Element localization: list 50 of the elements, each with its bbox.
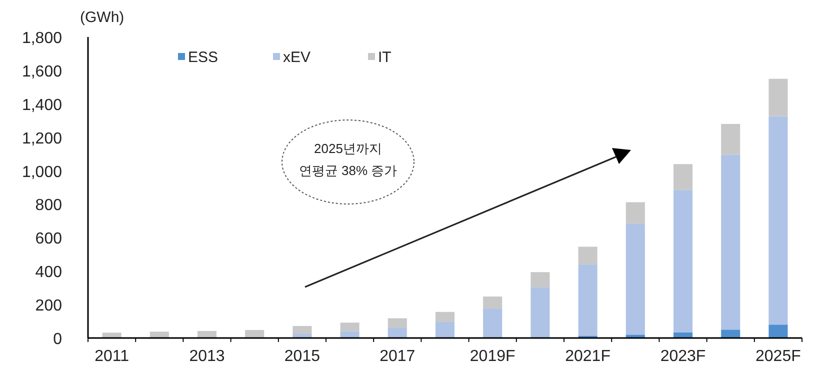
x-tick-label: 2023F — [660, 348, 706, 365]
bar — [673, 164, 693, 190]
y-tick-label: 0 — [53, 331, 62, 348]
bar — [245, 330, 264, 338]
bar — [721, 124, 740, 155]
bar — [102, 332, 122, 338]
x-tick-label: 2019F — [470, 348, 516, 365]
x-tick-label: 2013 — [189, 348, 225, 365]
bar — [578, 246, 598, 264]
y-tick-label: 400 — [35, 264, 62, 282]
x-tick-label: 2017 — [380, 348, 416, 365]
bar — [768, 116, 788, 325]
bar — [530, 272, 550, 288]
bar — [626, 224, 645, 335]
bar — [530, 287, 550, 338]
annotation: 2025년까지 연평균 38% 증가 — [298, 141, 398, 178]
bar — [150, 332, 169, 338]
bar — [388, 318, 407, 328]
bar — [483, 308, 502, 338]
y-axis-title: (GWh) — [80, 9, 124, 26]
y-tick-label: 1,400 — [22, 96, 62, 114]
legend-label: IT — [378, 49, 392, 66]
bar — [435, 312, 455, 322]
bar — [626, 202, 645, 224]
bar — [435, 322, 455, 338]
x-tick-label: 2015 — [284, 348, 320, 365]
y-tick-label: 1,200 — [22, 130, 62, 148]
bar — [673, 190, 693, 332]
y-tick-label: 800 — [35, 197, 62, 214]
bar — [340, 331, 360, 338]
y-tick-label: 200 — [35, 298, 62, 315]
x-tick-label: 2025F — [756, 348, 802, 365]
y-tick-label: 1,000 — [22, 164, 62, 181]
legend-label: xEV — [283, 49, 311, 66]
bar — [483, 296, 502, 309]
bar — [578, 264, 598, 336]
bar — [340, 322, 360, 332]
legend-label: ESS — [188, 49, 218, 66]
y-tick-label: 1,800 — [22, 30, 62, 47]
bar — [721, 154, 740, 330]
bar — [388, 328, 407, 338]
bar — [292, 326, 312, 334]
x-tick-label: 2021F — [565, 348, 611, 365]
x-tick-label: 2011 — [94, 348, 130, 365]
bar — [197, 330, 217, 338]
y-tick-label: 1,600 — [22, 63, 62, 80]
bar — [721, 330, 740, 338]
y-tick-label: 600 — [35, 230, 62, 248]
bar — [768, 324, 788, 338]
bar — [768, 78, 788, 116]
